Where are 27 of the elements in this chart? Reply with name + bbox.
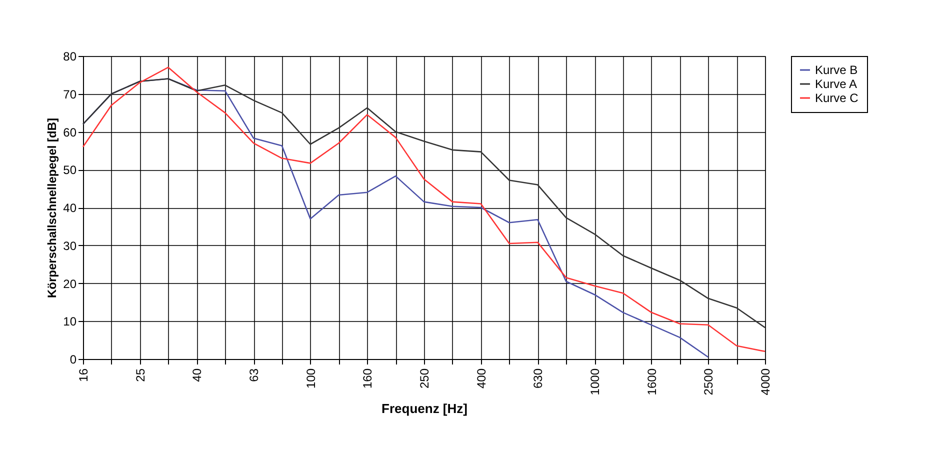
x-tick-label: 25 [133, 368, 148, 382]
x-tick-label: 4000 [758, 368, 772, 396]
y-tick-label: 40 [63, 201, 77, 215]
y-tick-label: 70 [63, 87, 77, 102]
x-tick-label: 2500 [702, 368, 716, 396]
x-tick-label: 1600 [644, 368, 659, 396]
y-tick-label: 30 [63, 238, 77, 253]
x-tick-label: 100 [304, 368, 318, 389]
x-axis-title: Frequenz [Hz] [382, 401, 468, 416]
y-axis-title: Körperschallschnellepegel [dB] [45, 118, 60, 298]
y-tick-label: 80 [63, 50, 77, 64]
y-tick-label: 0 [70, 352, 77, 366]
x-tick-label: 160 [360, 368, 375, 389]
x-tick-label: 250 [418, 368, 432, 389]
x-tick-label: 40 [190, 368, 204, 382]
x-tick-label: 630 [531, 368, 546, 389]
y-tick-label: 10 [63, 314, 77, 329]
x-tick-label: 63 [247, 368, 261, 382]
legend-label: Kurve C [815, 91, 859, 105]
y-tick-label: 50 [63, 163, 77, 178]
x-tick-label: 1000 [588, 368, 602, 396]
legend-label: Kurve B [815, 63, 858, 77]
x-tick-label: 16 [76, 368, 90, 382]
y-tick-label: 20 [63, 276, 77, 291]
legend-label: Kurve A [815, 77, 858, 91]
x-tick-label: 400 [474, 368, 488, 389]
y-tick-label: 60 [63, 125, 77, 140]
